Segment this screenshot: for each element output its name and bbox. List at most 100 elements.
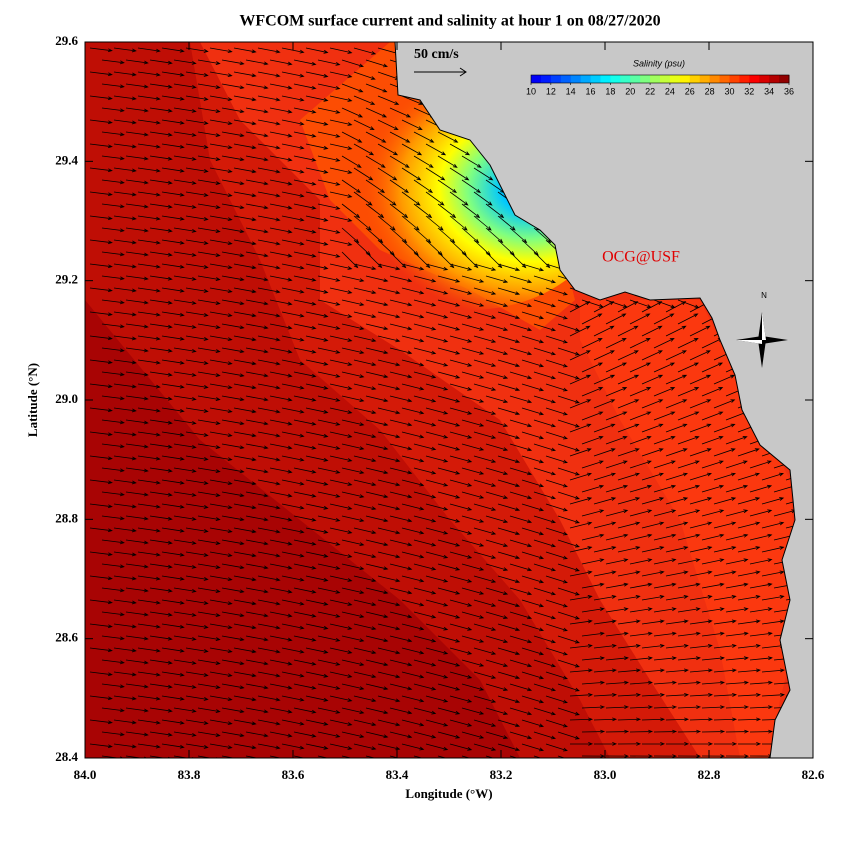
current-arrow	[629, 509, 653, 517]
current-arrow	[305, 215, 329, 222]
current-arrow	[161, 191, 185, 197]
current-arrow	[197, 467, 221, 473]
current-arrow	[113, 311, 137, 317]
current-arrow	[425, 143, 447, 156]
current-arrow	[521, 671, 545, 680]
current-arrow	[377, 383, 401, 391]
current-arrow	[497, 215, 516, 231]
current-arrow	[281, 263, 305, 270]
current-arrow	[125, 107, 149, 113]
current-arrow	[413, 635, 437, 643]
current-arrow	[653, 387, 676, 397]
current-arrow	[497, 695, 521, 704]
colorbar-tick-label: 10	[526, 86, 536, 96]
current-arrow	[461, 467, 485, 475]
current-arrow	[653, 607, 677, 613]
current-arrow	[149, 251, 173, 257]
current-arrow	[701, 680, 725, 685]
current-arrow	[689, 643, 713, 649]
current-arrow	[737, 692, 761, 697]
current-arrow	[641, 570, 665, 577]
current-arrow	[653, 509, 677, 517]
current-arrow	[173, 707, 197, 713]
current-arrow	[581, 460, 604, 469]
current-arrow	[341, 611, 365, 618]
current-arrow	[185, 287, 209, 293]
current-arrow	[209, 695, 233, 702]
current-arrow	[665, 350, 687, 361]
current-arrow	[89, 527, 113, 533]
current-arrow	[617, 350, 639, 361]
current-arrow	[281, 503, 305, 510]
current-arrow	[341, 467, 365, 474]
current-arrow	[509, 371, 533, 380]
current-arrow	[269, 179, 293, 186]
current-arrow	[665, 472, 688, 481]
current-arrow	[473, 311, 497, 319]
current-arrow	[329, 503, 353, 510]
current-arrow	[413, 467, 437, 475]
current-arrow	[425, 191, 445, 206]
current-arrow	[497, 383, 521, 392]
current-arrow	[449, 527, 473, 535]
current-arrow	[257, 455, 281, 462]
current-arrow	[197, 707, 221, 713]
current-arrow	[149, 155, 173, 161]
current-arrow	[473, 407, 497, 415]
current-arrow	[185, 95, 209, 101]
current-arrow	[161, 143, 185, 149]
current-arrow	[305, 119, 329, 126]
current-arrow	[629, 533, 653, 541]
current-arrow	[713, 472, 736, 481]
current-arrow	[293, 83, 317, 90]
current-arrow	[269, 443, 293, 450]
current-arrow	[245, 731, 269, 738]
current-arrow	[149, 731, 173, 737]
current-arrow	[161, 695, 185, 701]
current-arrow	[281, 47, 305, 54]
current-arrow	[233, 719, 257, 726]
current-arrow	[317, 59, 341, 66]
current-arrow	[653, 313, 675, 325]
current-arrow	[822, 108, 842, 117]
current-arrow	[713, 374, 736, 385]
current-arrow	[425, 503, 449, 511]
current-arrow	[269, 491, 293, 498]
current-arrow	[617, 448, 640, 457]
current-arrow	[401, 671, 425, 679]
current-arrow	[101, 179, 125, 185]
current-arrow	[413, 275, 437, 283]
current-arrow	[233, 119, 257, 126]
current-arrow	[713, 448, 736, 457]
current-arrow	[149, 515, 173, 521]
current-arrow	[389, 155, 410, 168]
current-arrow	[173, 515, 197, 521]
current-arrow	[713, 595, 737, 601]
current-arrow	[341, 419, 365, 426]
current-arrow	[113, 575, 137, 581]
current-arrow	[305, 167, 329, 174]
current-arrow	[713, 423, 736, 433]
current-arrow	[341, 107, 364, 118]
current-arrow	[677, 656, 701, 661]
current-arrow	[365, 107, 388, 118]
current-arrow	[677, 631, 701, 637]
current-arrow	[521, 575, 545, 584]
current-arrow	[497, 503, 521, 512]
current-arrow	[137, 383, 161, 389]
current-arrow	[413, 419, 437, 427]
current-arrow	[425, 719, 449, 727]
current-arrow	[197, 491, 221, 497]
x-tick-label: 83.0	[594, 767, 617, 782]
compass-rose	[736, 312, 788, 368]
current-arrow	[533, 491, 557, 500]
current-arrow	[545, 719, 568, 728]
current-arrow	[713, 741, 738, 746]
current-arrow	[113, 479, 137, 485]
current-arrow	[605, 705, 630, 710]
current-arrow	[125, 155, 149, 161]
x-tick-label: 83.6	[282, 767, 305, 782]
current-arrow	[329, 431, 353, 438]
colorbar-tick-label: 22	[645, 86, 655, 96]
current-arrow	[233, 527, 257, 534]
